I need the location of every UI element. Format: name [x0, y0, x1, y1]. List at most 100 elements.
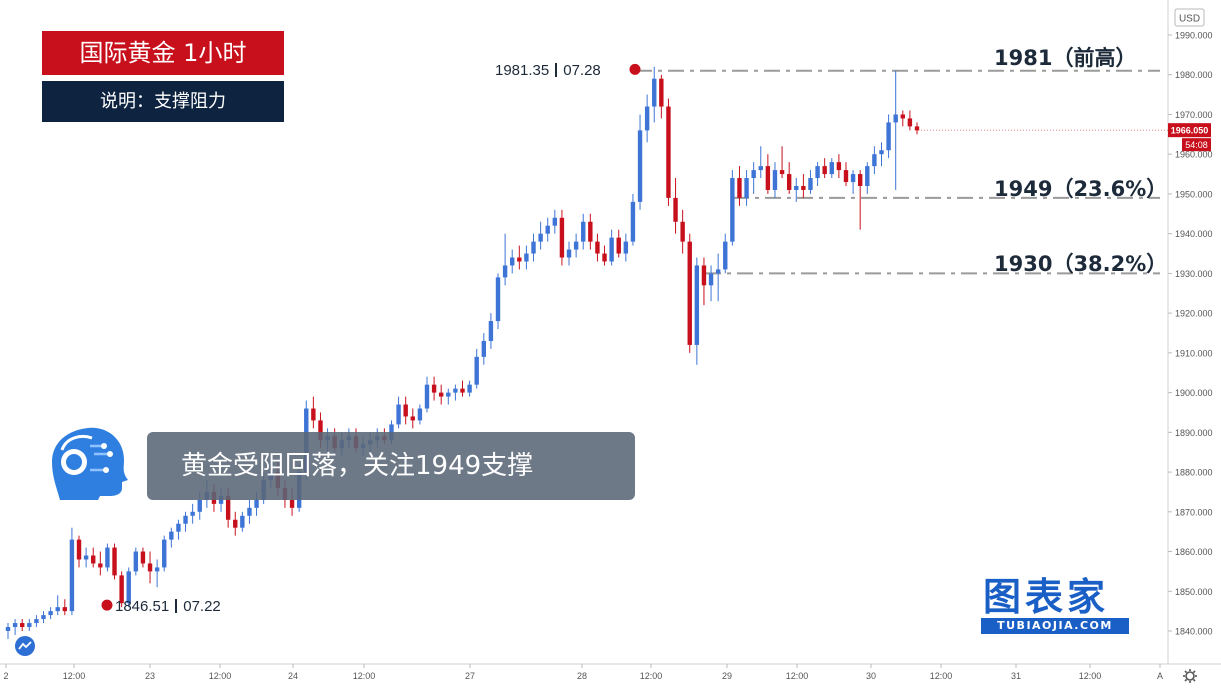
price-tick-label: 1990.000: [1175, 31, 1213, 41]
candle-body: [424, 384, 430, 409]
candle-body: [666, 106, 671, 198]
candle: [69, 527, 75, 616]
candle: [829, 158, 834, 179]
candle-body: [396, 404, 401, 425]
candle-body: [801, 185, 806, 190]
candle: [595, 233, 600, 262]
candle: [510, 249, 515, 274]
candle-body: [197, 499, 202, 512]
candle-body: [637, 130, 643, 202]
chart-subtitle: 说明：支撑阻力: [42, 81, 284, 122]
candle: [126, 567, 131, 608]
candle: [815, 162, 820, 186]
candle-body: [481, 340, 487, 357]
candle: [538, 221, 543, 250]
candle: [566, 241, 572, 266]
candle-body: [673, 197, 678, 222]
candle: [680, 209, 685, 254]
candle-body: [723, 241, 728, 270]
candle: [708, 265, 714, 302]
candle: [900, 110, 905, 127]
candle: [105, 543, 110, 572]
settings-gear-icon[interactable]: [1183, 669, 1197, 683]
candle: [659, 74, 664, 119]
candle: [140, 547, 146, 568]
candle-body: [538, 233, 543, 242]
candle: [765, 154, 771, 194]
candle-body: [48, 611, 53, 616]
candle-body: [510, 257, 515, 266]
candle: [162, 535, 167, 572]
time-tick-label: 28: [577, 671, 587, 681]
tubiaojia-logo: 图表家 TUBIAOJIA.COM: [981, 576, 1131, 636]
candle-body: [652, 78, 657, 107]
price-tick-label: 1880.000: [1175, 468, 1213, 478]
candle-body: [5, 627, 11, 631]
candle: [581, 213, 586, 250]
candle: [609, 229, 614, 266]
candle: [424, 376, 430, 413]
candle-body: [552, 217, 558, 226]
candle-body: [147, 563, 153, 572]
candle-body: [474, 356, 479, 385]
candle-body: [410, 416, 415, 421]
time-tick-label: 24: [288, 671, 298, 681]
candle-body: [34, 619, 39, 624]
time-tick-label: 12:00: [930, 671, 953, 681]
candle: [119, 571, 124, 608]
candle: [34, 615, 39, 628]
candle-body: [893, 114, 898, 123]
candle: [517, 245, 522, 270]
candle: [701, 257, 707, 306]
candle: [666, 98, 671, 206]
candle-body: [460, 388, 465, 393]
price-tick-label: 1910.000: [1175, 348, 1213, 358]
candle: [98, 551, 103, 576]
candle-body: [112, 547, 117, 576]
candle-body: [318, 420, 323, 441]
high-marker-separator: [555, 63, 558, 77]
candle-body: [41, 615, 46, 620]
candle-body: [815, 166, 820, 179]
candle: [886, 114, 891, 159]
candle-body: [786, 174, 792, 190]
candle: [836, 154, 842, 179]
candle: [872, 146, 877, 175]
candle-body: [55, 607, 60, 612]
candle: [147, 551, 153, 584]
price-tick-label: 1980.000: [1175, 70, 1213, 80]
time-tick-label: 12:00: [209, 671, 232, 681]
candle-body: [69, 539, 75, 612]
candle-body: [240, 515, 245, 528]
logo-domain-text: TUBIAOJIA.COM: [981, 618, 1129, 634]
price-tick-label: 1970.000: [1175, 110, 1213, 120]
candle-body: [588, 221, 593, 242]
candle: [715, 253, 721, 302]
candle: [488, 313, 494, 349]
time-tick-label: 12:00: [63, 671, 86, 681]
candle: [850, 170, 856, 194]
candle-body: [630, 201, 636, 242]
candle: [545, 217, 550, 242]
candle: [453, 384, 458, 401]
candle: [311, 396, 316, 429]
commentary-banner: 黄金受阻回落，关注1949支撑: [147, 432, 635, 500]
candle-body: [467, 384, 472, 393]
high-marker-label: 1981.35 07.28: [495, 62, 601, 79]
candle-body: [62, 607, 68, 612]
candle: [474, 348, 479, 389]
candle-body: [829, 162, 834, 175]
candle-body: [900, 114, 905, 119]
price-tick-label: 1840.000: [1175, 627, 1213, 637]
candle-body: [836, 162, 842, 171]
candle-body: [644, 106, 650, 131]
candle-body: [517, 257, 522, 262]
level-label-1949: 1949（23.6%）: [994, 177, 1168, 201]
candle: [879, 142, 884, 167]
candle-body: [872, 154, 877, 167]
candle: [843, 162, 849, 186]
time-tick-label: 29: [722, 671, 732, 681]
candle-body: [495, 277, 501, 322]
low-marker-price: 1846.51: [115, 598, 170, 615]
candle: [247, 499, 252, 524]
